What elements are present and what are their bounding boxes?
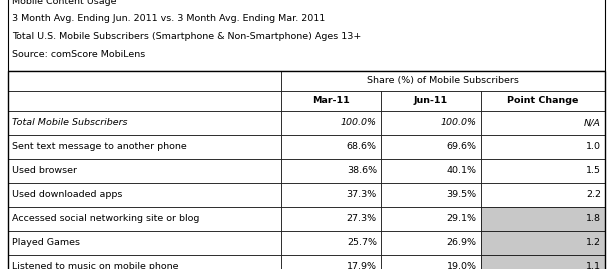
Bar: [481, 158, 605, 182]
Text: 100.0%: 100.0%: [341, 118, 377, 127]
Text: 19.0%: 19.0%: [447, 262, 477, 269]
Bar: [8, 0, 605, 70]
Bar: [281, 158, 381, 182]
Bar: [281, 70, 605, 90]
Text: Share (%) of Mobile Subscribers: Share (%) of Mobile Subscribers: [367, 76, 519, 85]
Bar: [481, 90, 605, 111]
Bar: [381, 207, 481, 231]
Text: 1.2: 1.2: [586, 238, 601, 247]
Bar: [8, 158, 281, 182]
Text: 27.3%: 27.3%: [347, 214, 377, 223]
Bar: [481, 254, 605, 269]
Text: 38.6%: 38.6%: [347, 166, 377, 175]
Text: 1.5: 1.5: [586, 166, 601, 175]
Text: 2.2: 2.2: [586, 190, 601, 199]
Text: 26.9%: 26.9%: [447, 238, 477, 247]
Text: Total Mobile Subscribers: Total Mobile Subscribers: [12, 118, 128, 127]
Bar: [281, 254, 381, 269]
Text: Mobile Content Usage: Mobile Content Usage: [12, 0, 116, 6]
Bar: [481, 134, 605, 158]
Bar: [8, 70, 605, 269]
Text: Mar-11: Mar-11: [312, 96, 350, 105]
Text: 17.9%: 17.9%: [347, 262, 377, 269]
Bar: [8, 254, 281, 269]
Bar: [8, 231, 281, 254]
Bar: [8, 70, 281, 90]
Bar: [281, 207, 381, 231]
Text: Source: comScore MobiLens: Source: comScore MobiLens: [12, 50, 145, 59]
Text: 68.6%: 68.6%: [347, 142, 377, 151]
Text: Used downloaded apps: Used downloaded apps: [12, 190, 123, 199]
Bar: [381, 111, 481, 134]
Bar: [8, 207, 281, 231]
Bar: [281, 134, 381, 158]
Bar: [281, 182, 381, 207]
Text: Used browser: Used browser: [12, 166, 77, 175]
Bar: [381, 134, 481, 158]
Bar: [381, 231, 481, 254]
Text: Played Games: Played Games: [12, 238, 80, 247]
Text: N/A: N/A: [584, 118, 601, 127]
Text: 1.8: 1.8: [586, 214, 601, 223]
Text: 37.3%: 37.3%: [346, 190, 377, 199]
Text: 40.1%: 40.1%: [447, 166, 477, 175]
Bar: [281, 90, 381, 111]
Bar: [8, 111, 281, 134]
Text: Listened to music on mobile phone: Listened to music on mobile phone: [12, 262, 178, 269]
Bar: [8, 90, 281, 111]
Text: Point Change: Point Change: [507, 96, 579, 105]
Text: 1.0: 1.0: [586, 142, 601, 151]
Bar: [381, 158, 481, 182]
Text: Jun-11: Jun-11: [414, 96, 448, 105]
Bar: [8, 182, 281, 207]
Bar: [281, 231, 381, 254]
Text: 25.7%: 25.7%: [347, 238, 377, 247]
Text: 100.0%: 100.0%: [441, 118, 477, 127]
Text: 3 Month Avg. Ending Jun. 2011 vs. 3 Month Avg. Ending Mar. 2011: 3 Month Avg. Ending Jun. 2011 vs. 3 Mont…: [12, 15, 326, 23]
Text: 39.5%: 39.5%: [447, 190, 477, 199]
Bar: [8, 134, 281, 158]
Text: 29.1%: 29.1%: [447, 214, 477, 223]
Bar: [381, 90, 481, 111]
Text: Accessed social networking site or blog: Accessed social networking site or blog: [12, 214, 199, 223]
Bar: [481, 231, 605, 254]
Bar: [481, 111, 605, 134]
Bar: [281, 111, 381, 134]
Text: Sent text message to another phone: Sent text message to another phone: [12, 142, 187, 151]
Bar: [381, 254, 481, 269]
Bar: [481, 207, 605, 231]
Text: Total U.S. Mobile Subscribers (Smartphone & Non-Smartphone) Ages 13+: Total U.S. Mobile Subscribers (Smartphon…: [12, 32, 362, 41]
Text: 69.6%: 69.6%: [447, 142, 477, 151]
Bar: [481, 182, 605, 207]
Bar: [381, 182, 481, 207]
Text: 1.1: 1.1: [586, 262, 601, 269]
